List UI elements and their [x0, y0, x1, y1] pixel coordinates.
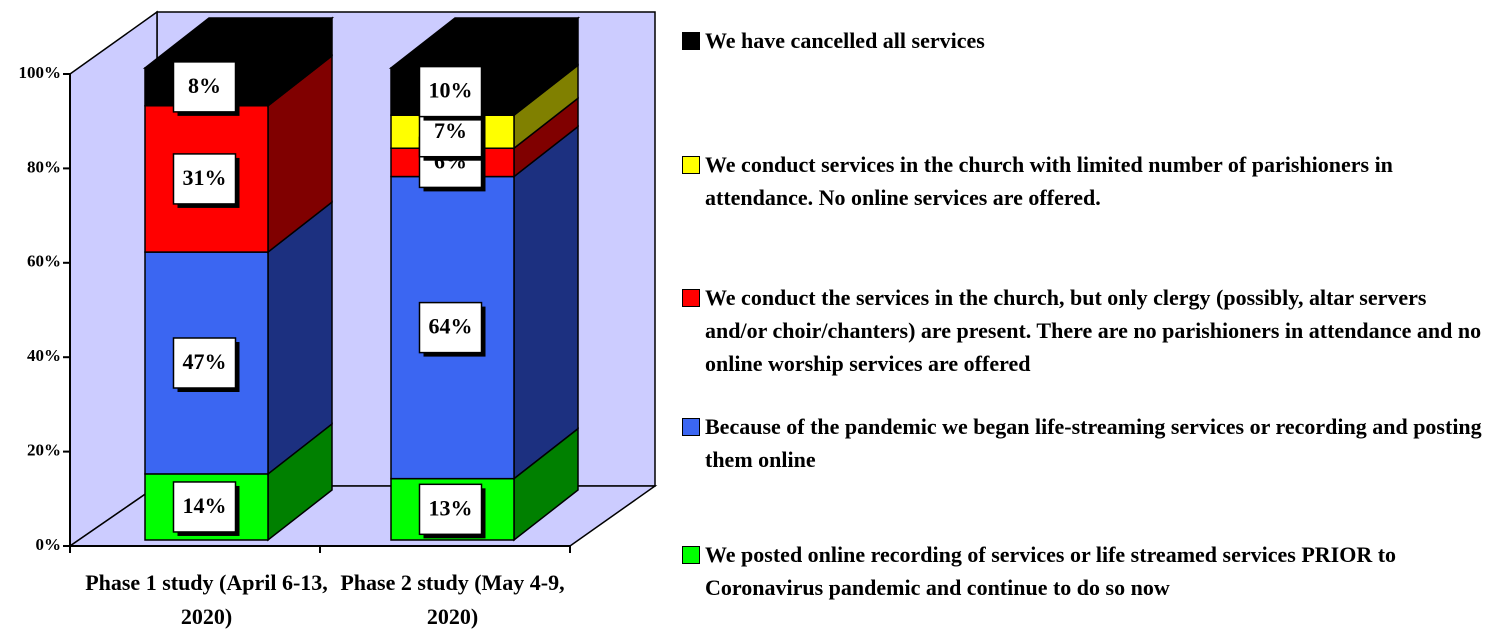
label-box — [418, 301, 483, 354]
data-label: 14% — [183, 493, 227, 518]
legend-swatch — [682, 289, 700, 307]
data-label: 8% — [188, 73, 221, 98]
x-tick-label: Phase 1 study (April 6-13, 2020) — [85, 570, 328, 629]
legend-item: Because of the pandemic we began life-st… — [682, 410, 1482, 476]
legend-label: We have cancelled all services — [705, 28, 985, 53]
label-box — [418, 65, 483, 118]
data-label: 64% — [429, 314, 473, 339]
legend-swatch — [682, 418, 700, 436]
legend-label: We posted online recording of services o… — [705, 542, 1397, 600]
label-box — [418, 483, 483, 536]
bar-side — [513, 125, 579, 481]
legend-label: Because of the pandemic we began life-st… — [705, 414, 1482, 472]
legend-swatch — [682, 32, 700, 50]
legend-label: We conduct services in the church with l… — [705, 152, 1393, 210]
y-tick-label: 40% — [27, 346, 61, 365]
y-tick-label: 60% — [27, 252, 61, 271]
side-wall — [69, 10, 158, 548]
data-label: 10% — [429, 78, 473, 103]
label-box — [172, 153, 237, 205]
legend-item: We posted online recording of services o… — [682, 538, 1482, 604]
data-label: 47% — [183, 349, 227, 374]
legend-item: We conduct services in the church with l… — [682, 148, 1482, 214]
legend-item: We have cancelled all services — [682, 24, 1482, 57]
legend-swatch — [682, 546, 700, 564]
y-tick-label: 100% — [19, 63, 62, 82]
label-box — [172, 337, 237, 389]
data-label: 13% — [429, 495, 473, 520]
y-tick-label: 0% — [36, 535, 62, 554]
y-tick-label: 20% — [27, 441, 61, 460]
legend-swatch — [682, 156, 700, 174]
data-label: 7% — [434, 118, 467, 143]
label-box — [172, 481, 237, 533]
data-label: 31% — [183, 165, 227, 190]
x-tick-label: Phase 2 study (May 4-9, 2020) — [340, 570, 565, 629]
label-box — [172, 61, 237, 113]
y-tick-label: 80% — [27, 157, 61, 176]
legend-item: We conduct the services in the church, b… — [682, 281, 1482, 380]
legend-label: We conduct the services in the church, b… — [705, 285, 1482, 376]
